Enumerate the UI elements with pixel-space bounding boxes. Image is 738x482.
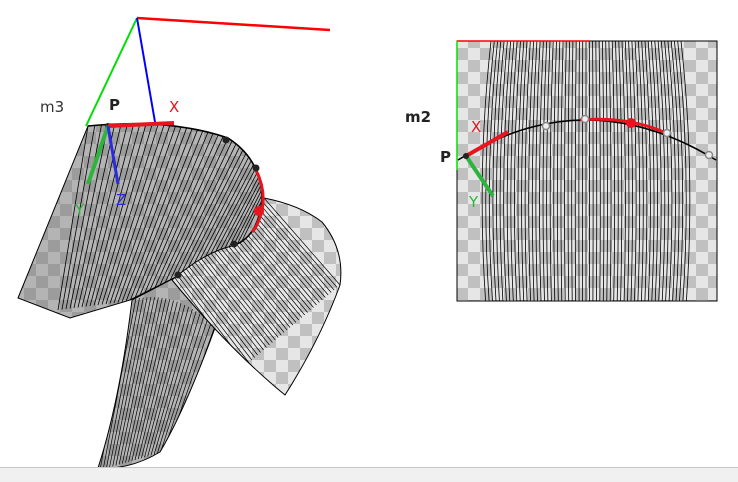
- bottom-status-bar: [0, 467, 738, 482]
- highlight-point-right: [626, 118, 636, 128]
- surface-m2-square: [457, 41, 717, 301]
- control-point-right-1: [543, 123, 550, 130]
- point-p-right: [463, 153, 469, 159]
- label-y-left: Y: [74, 201, 85, 219]
- control-point-left-3: [231, 241, 238, 248]
- label-x-right: X: [471, 118, 481, 136]
- frame-axis-x: [137, 18, 330, 30]
- label-p-right: P: [440, 148, 451, 166]
- control-point-right-2: [582, 116, 589, 123]
- control-point-right-4: [706, 152, 713, 159]
- control-point-left-4: [175, 272, 182, 279]
- control-point-right-3: [664, 130, 671, 137]
- label-m3: m3: [40, 98, 64, 116]
- label-y-right: Y: [468, 193, 479, 211]
- label-p-left: P: [109, 96, 120, 114]
- control-point-left-2: [253, 165, 260, 172]
- global-frame: [86, 18, 330, 126]
- left-3d-view: m3 P X Y Z: [18, 18, 341, 470]
- frame-axis-z: [137, 18, 155, 122]
- label-m2: m2: [405, 108, 431, 126]
- label-z-left: Z: [116, 191, 126, 209]
- label-x-left: X: [169, 98, 179, 116]
- right-2d-view: m2 P X Y: [405, 41, 717, 301]
- highlight-point-left: [254, 206, 264, 216]
- control-point-left-1: [223, 137, 230, 144]
